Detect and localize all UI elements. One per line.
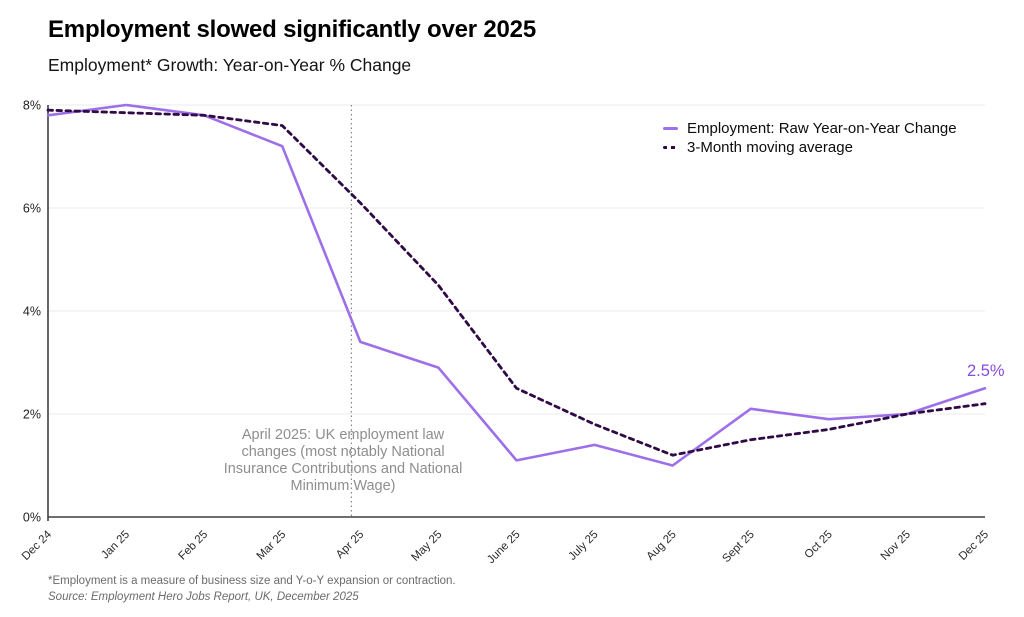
x-axis-label: Nov 25: [879, 529, 913, 563]
source-note: Source: Employment Hero Jobs Report, UK,…: [48, 591, 359, 603]
chart-subtitle: Employment* Growth: Year-on-Year % Chang…: [48, 55, 412, 75]
dashed-line-swatch-icon: [663, 146, 678, 149]
legend-item-moving-average: 3-Month moving average: [663, 139, 957, 156]
legend-label-moving-average: 3-Month moving average: [687, 139, 853, 156]
annotation-text: April 2025: UK employment law changes (m…: [223, 427, 463, 494]
y-axis-label: 2%: [23, 408, 41, 422]
end-value-label: 2.5%: [967, 362, 1005, 380]
solid-line-swatch-icon: [663, 127, 678, 130]
x-axis-label: Dec 25: [957, 529, 991, 563]
gridlines: [48, 104, 985, 415]
y-axis-label: 0%: [23, 511, 41, 525]
y-axis-labels: 0% 2% 4% 6% 8%: [23, 99, 41, 525]
legend-item-raw-change: Employment: Raw Year-on-Year Change: [663, 120, 957, 137]
axes: [47, 105, 985, 521]
x-axis-labels: Dec 24 Jan 25 Feb 25 Mar 25 Apr 25 May 25 June…: [20, 528, 991, 566]
x-axis-label: Mar 25: [255, 529, 289, 563]
x-axis-label: Apr 25: [334, 529, 366, 561]
footnote: *Employment is a measure of business siz…: [48, 575, 456, 587]
moving-average-line: [46, 108, 987, 457]
x-axis-label: Oct 25: [803, 529, 835, 561]
x-axis-label: May 25: [409, 529, 444, 564]
legend: Employment: Raw Year-on-Year Change 3-Mo…: [663, 120, 957, 156]
x-axis-label: Jan 25: [99, 529, 132, 562]
x-axis-label: Sept 25: [720, 529, 757, 566]
x-axis-label: Dec 24: [20, 528, 55, 563]
x-axis-label: Feb 25: [176, 529, 210, 563]
page-title: Employment slowed significantly over 202…: [48, 16, 536, 43]
x-axis-label: July 25: [566, 529, 600, 563]
x-axis-label: Aug 25: [645, 529, 679, 563]
raw-change-line: [46, 103, 987, 467]
legend-label-raw-change: Employment: Raw Year-on-Year Change: [687, 120, 957, 137]
x-axis-label: June 25: [485, 529, 522, 566]
y-axis-label: 8%: [23, 99, 41, 113]
y-axis-label: 6%: [23, 202, 41, 216]
y-axis-label: 4%: [23, 305, 41, 319]
